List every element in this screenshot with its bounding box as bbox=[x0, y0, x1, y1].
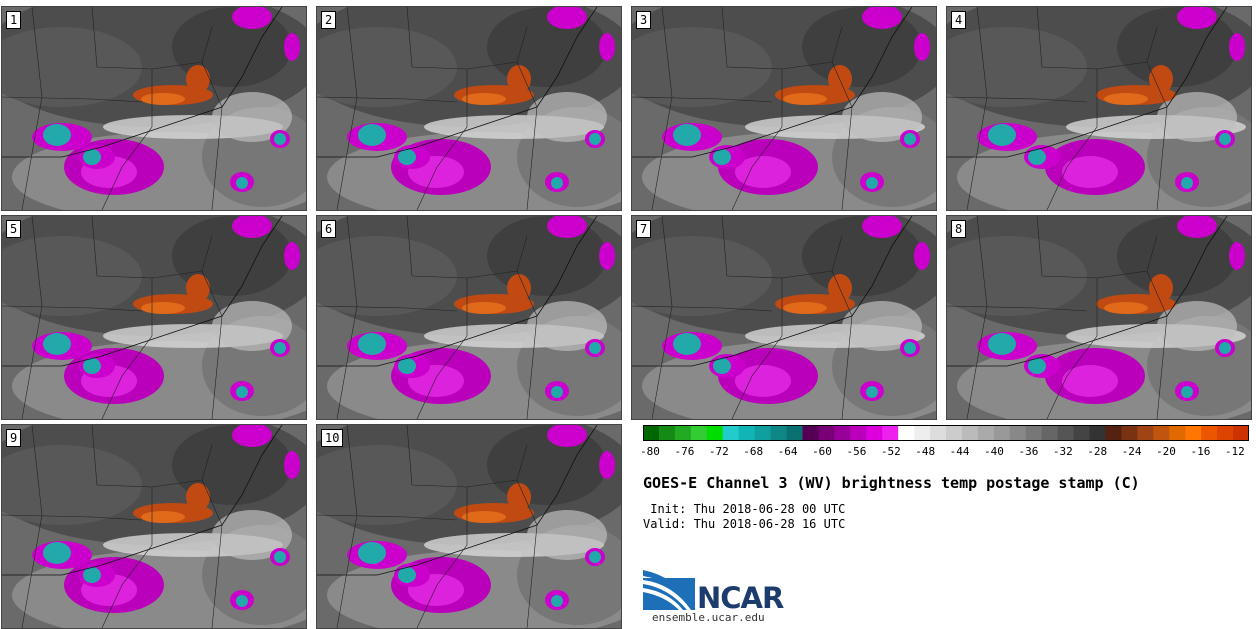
colorbar-bin bbox=[961, 425, 979, 441]
colorbar-bin bbox=[1073, 425, 1091, 441]
water-vapor-map bbox=[317, 425, 621, 628]
colorbar-tick-label: -72 bbox=[708, 445, 729, 458]
colorbar-bin bbox=[1041, 425, 1059, 441]
colorbar-bin bbox=[1217, 425, 1234, 441]
colorbar-bin bbox=[1233, 425, 1249, 441]
colorbar-tick-label: -52 bbox=[880, 445, 901, 458]
colorbar-tick-label: -36 bbox=[1018, 445, 1039, 458]
colorbar-bin bbox=[882, 425, 899, 441]
ncar-logo-text: NCAR bbox=[697, 581, 784, 615]
colorbar-tick-label: -32 bbox=[1052, 445, 1073, 458]
water-vapor-map bbox=[2, 7, 306, 210]
colorbar-bin bbox=[1153, 425, 1170, 441]
panel-number: 2 bbox=[321, 11, 337, 29]
colorbar-tick-label: -40 bbox=[984, 445, 1004, 458]
colorbar-tick-label: -76 bbox=[674, 445, 695, 458]
panel-number: 5 bbox=[6, 220, 22, 238]
ensemble-member-panel: 6 bbox=[316, 215, 622, 420]
ensemble-member-panel: 1 bbox=[1, 6, 307, 211]
colorbar-bin bbox=[722, 425, 740, 441]
colorbar-bin bbox=[866, 425, 883, 441]
init-time: Init: Thu 2018-06-28 00 UTC bbox=[643, 502, 846, 516]
colorbar-bin bbox=[690, 425, 708, 441]
colorbar-tick-label: -60 bbox=[812, 445, 832, 458]
valid-time: Valid: Thu 2018-06-28 16 UTC bbox=[643, 517, 846, 531]
panel-number: 4 bbox=[951, 11, 967, 29]
ensemble-member-panel: 4 bbox=[946, 6, 1252, 211]
panel-number: 1 bbox=[6, 11, 22, 29]
colorbar-tick-label: -80 bbox=[640, 445, 660, 458]
colorbar-bin bbox=[802, 425, 819, 441]
ensemble-member-panel: 3 bbox=[631, 6, 937, 211]
water-vapor-map bbox=[317, 216, 621, 419]
water-vapor-map bbox=[317, 7, 621, 210]
colorbar-bin bbox=[1185, 425, 1202, 441]
colorbar-bin bbox=[1009, 425, 1027, 441]
colorbar-tick-label: -56 bbox=[846, 445, 867, 458]
logo-url: ensemble.ucar.edu bbox=[652, 611, 765, 624]
colorbar-bin bbox=[898, 425, 915, 441]
colorbar-tick-label: -68 bbox=[743, 445, 764, 458]
ncar-logo-icon bbox=[643, 570, 695, 610]
colorbar-bin bbox=[1105, 425, 1122, 441]
colorbar-bin bbox=[706, 425, 724, 441]
colorbar bbox=[643, 425, 1249, 441]
colorbar-bin bbox=[834, 425, 851, 441]
ensemble-member-panel: 2 bbox=[316, 6, 622, 211]
colorbar-bin bbox=[1057, 425, 1075, 441]
colorbar-bin bbox=[930, 425, 947, 441]
water-vapor-map bbox=[2, 425, 306, 628]
colorbar-bin bbox=[914, 425, 931, 441]
colorbar-tick-label: -64 bbox=[777, 445, 798, 458]
water-vapor-map bbox=[632, 216, 936, 419]
colorbar-bin bbox=[1137, 425, 1154, 441]
colorbar-bin bbox=[674, 425, 692, 441]
panel-number: 6 bbox=[321, 220, 337, 238]
colorbar-bin bbox=[993, 425, 1011, 441]
ensemble-member-panel: 8 bbox=[946, 215, 1252, 420]
colorbar-bin bbox=[850, 425, 867, 441]
water-vapor-map bbox=[2, 216, 306, 419]
colorbar-bin bbox=[738, 425, 756, 441]
ensemble-member-panel: 10 bbox=[316, 424, 622, 629]
ensemble-member-panel: 7 bbox=[631, 215, 937, 420]
colorbar-tick-label: -24 bbox=[1121, 445, 1142, 458]
colorbar-tick-label: -20 bbox=[1156, 445, 1176, 458]
panel-number: 3 bbox=[636, 11, 652, 29]
colorbar-tick-label: -12 bbox=[1224, 445, 1245, 458]
colorbar-tick-label: -16 bbox=[1190, 445, 1211, 458]
colorbar-bin bbox=[977, 425, 995, 441]
ensemble-member-panel: 5 bbox=[1, 215, 307, 420]
colorbar-tick-label: -44 bbox=[949, 445, 970, 458]
panel-number: 8 bbox=[951, 220, 967, 238]
water-vapor-map bbox=[632, 7, 936, 210]
colorbar-tick-label: -48 bbox=[915, 445, 936, 458]
colorbar-bin bbox=[754, 425, 772, 441]
colorbar-bin bbox=[946, 425, 963, 441]
colorbar-bin bbox=[770, 425, 788, 441]
water-vapor-map bbox=[947, 216, 1251, 419]
colorbar-bin bbox=[1121, 425, 1138, 441]
figure-title: GOES-E Channel 3 (WV) brightness temp po… bbox=[643, 474, 1140, 492]
colorbar-bin bbox=[658, 425, 676, 441]
panel-number: 10 bbox=[321, 429, 344, 447]
colorbar-bin bbox=[1089, 425, 1106, 441]
colorbar-bin bbox=[1201, 425, 1218, 441]
colorbar-bin bbox=[643, 425, 660, 441]
colorbar-bin bbox=[1025, 425, 1043, 441]
panel-number: 7 bbox=[636, 220, 652, 238]
ensemble-member-panel: 9 bbox=[1, 424, 307, 629]
colorbar-tick-label: -28 bbox=[1087, 445, 1108, 458]
colorbar-bin bbox=[818, 425, 835, 441]
water-vapor-map bbox=[947, 7, 1251, 210]
colorbar-bin bbox=[786, 425, 803, 441]
colorbar-outline bbox=[643, 425, 1249, 441]
panel-number: 9 bbox=[6, 429, 22, 447]
colorbar-bin bbox=[1169, 425, 1186, 441]
